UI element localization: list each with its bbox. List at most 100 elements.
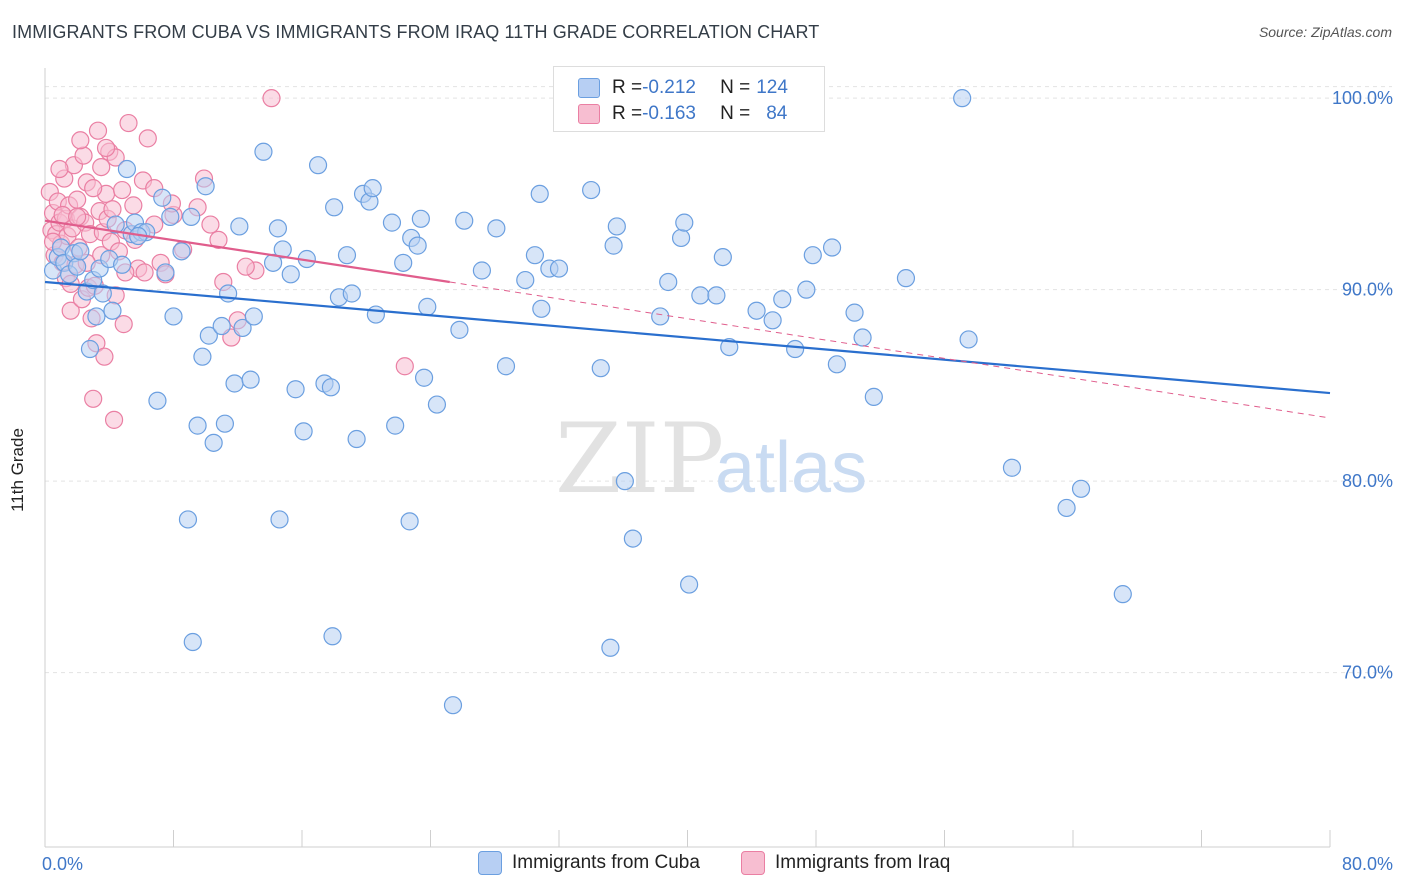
cuba-point xyxy=(80,339,100,359)
cuba-point xyxy=(342,284,361,303)
stats-row-iraq: R = -0.163 N = 84 xyxy=(578,101,787,127)
r-value: -0.163 xyxy=(642,103,696,124)
cuba-point xyxy=(607,217,626,236)
iraq-point xyxy=(50,159,69,179)
watermark-zip: ZIP xyxy=(555,403,724,515)
cuba-point xyxy=(268,219,288,238)
y-tick-label: 100.0% xyxy=(1332,88,1393,108)
stats-row-cuba: R = -0.212 N = 124 xyxy=(578,75,788,101)
r-label: R = xyxy=(612,77,643,98)
cuba-point xyxy=(582,180,601,200)
y-tick-label: 70.0% xyxy=(1342,663,1393,683)
cuba-point xyxy=(707,286,726,305)
cuba-point xyxy=(822,238,842,257)
cuba-point xyxy=(414,368,434,387)
cuba-point xyxy=(713,247,732,267)
iraq-point xyxy=(112,180,132,200)
iraq-point xyxy=(95,347,114,366)
cuba-point xyxy=(450,320,469,339)
cuba-point xyxy=(496,357,516,376)
cuba-point xyxy=(615,472,634,491)
cuba-point xyxy=(786,339,805,359)
iraq-point xyxy=(138,129,157,148)
cuba-point xyxy=(797,280,816,299)
iraq-legend-swatch xyxy=(741,851,765,875)
cuba-point xyxy=(241,370,260,389)
cuba-point xyxy=(230,217,249,236)
cuba-point xyxy=(532,299,551,318)
cuba-point xyxy=(103,301,122,320)
cuba-point xyxy=(959,330,978,349)
legend-item-cuba[interactable]: Immigrants from Cuba xyxy=(478,851,700,875)
legend-label-cuba: Immigrants from Cuba xyxy=(512,852,700,873)
cuba-point xyxy=(763,311,782,330)
r-value: -0.212 xyxy=(642,77,696,98)
cuba-point xyxy=(516,270,535,290)
cuba-point xyxy=(270,510,289,529)
cuba-point xyxy=(953,89,972,108)
cuba-point xyxy=(1002,458,1022,477)
iraq-point xyxy=(262,89,281,108)
cuba-point xyxy=(549,259,569,278)
cuba-point xyxy=(112,255,132,274)
iraq-trend-extension xyxy=(449,281,1331,419)
legend-item-iraq[interactable]: Immigrants from Iraq xyxy=(741,851,950,875)
cuba-point xyxy=(117,159,137,179)
cuba-legend-swatch xyxy=(478,851,502,875)
cuba-point xyxy=(366,305,385,324)
cuba-point xyxy=(323,627,342,646)
cuba-point xyxy=(827,355,846,374)
iraq-point xyxy=(201,215,220,234)
y-tick-label: 90.0% xyxy=(1342,280,1393,300)
cuba-points xyxy=(43,89,1132,715)
iraq-point xyxy=(68,190,87,209)
cuba-point xyxy=(183,632,202,652)
legend-label-iraq: Immigrants from Iraq xyxy=(775,852,951,873)
cuba-point xyxy=(1113,585,1132,604)
cuba-point xyxy=(308,156,328,175)
cuba-point xyxy=(1071,479,1091,498)
iraq-point xyxy=(103,200,122,219)
iraq-point xyxy=(84,179,103,198)
iraq-point xyxy=(84,389,103,408)
cuba-point xyxy=(204,433,223,452)
n-value: 124 xyxy=(756,77,788,98)
cuba-point xyxy=(286,380,305,399)
n-value: 84 xyxy=(766,103,788,124)
cuba-point xyxy=(182,207,201,226)
cuba-point xyxy=(196,177,215,196)
cuba-point xyxy=(106,215,125,234)
cuba-point xyxy=(400,512,419,531)
cuba-point xyxy=(148,391,167,410)
cuba-point xyxy=(591,359,610,378)
cuba-point xyxy=(443,696,463,715)
cuba-point xyxy=(161,207,180,226)
iraq-point xyxy=(61,301,80,320)
cuba-point xyxy=(394,253,413,272)
cuba-point xyxy=(691,286,710,305)
r-label: R = xyxy=(612,103,643,124)
n-label: N = xyxy=(720,103,751,124)
cuba-point xyxy=(337,246,357,265)
cuba-point xyxy=(363,179,382,198)
cuba-point xyxy=(427,395,447,414)
cuba-point xyxy=(68,257,87,276)
cuba-point xyxy=(408,236,427,255)
iraq-point xyxy=(119,113,138,133)
cuba-point xyxy=(418,297,437,316)
cuba-point xyxy=(281,265,300,284)
iraq-point xyxy=(92,157,111,177)
cuba-point xyxy=(1057,498,1076,518)
cuba-point xyxy=(347,429,366,449)
cuba-point xyxy=(325,198,344,217)
trend-lines xyxy=(44,219,1331,419)
y-tick-labels: 70.0% 80.0% 90.0% 100.0% xyxy=(1332,88,1393,683)
iraq-point xyxy=(88,121,108,140)
cuba-point xyxy=(87,307,106,326)
cuba-point xyxy=(382,213,402,232)
iraq-point xyxy=(114,315,133,334)
x-tick-labels: 0.0% 80.0% xyxy=(42,854,1393,874)
cuba-point xyxy=(720,338,739,357)
iraq-points xyxy=(40,89,414,429)
